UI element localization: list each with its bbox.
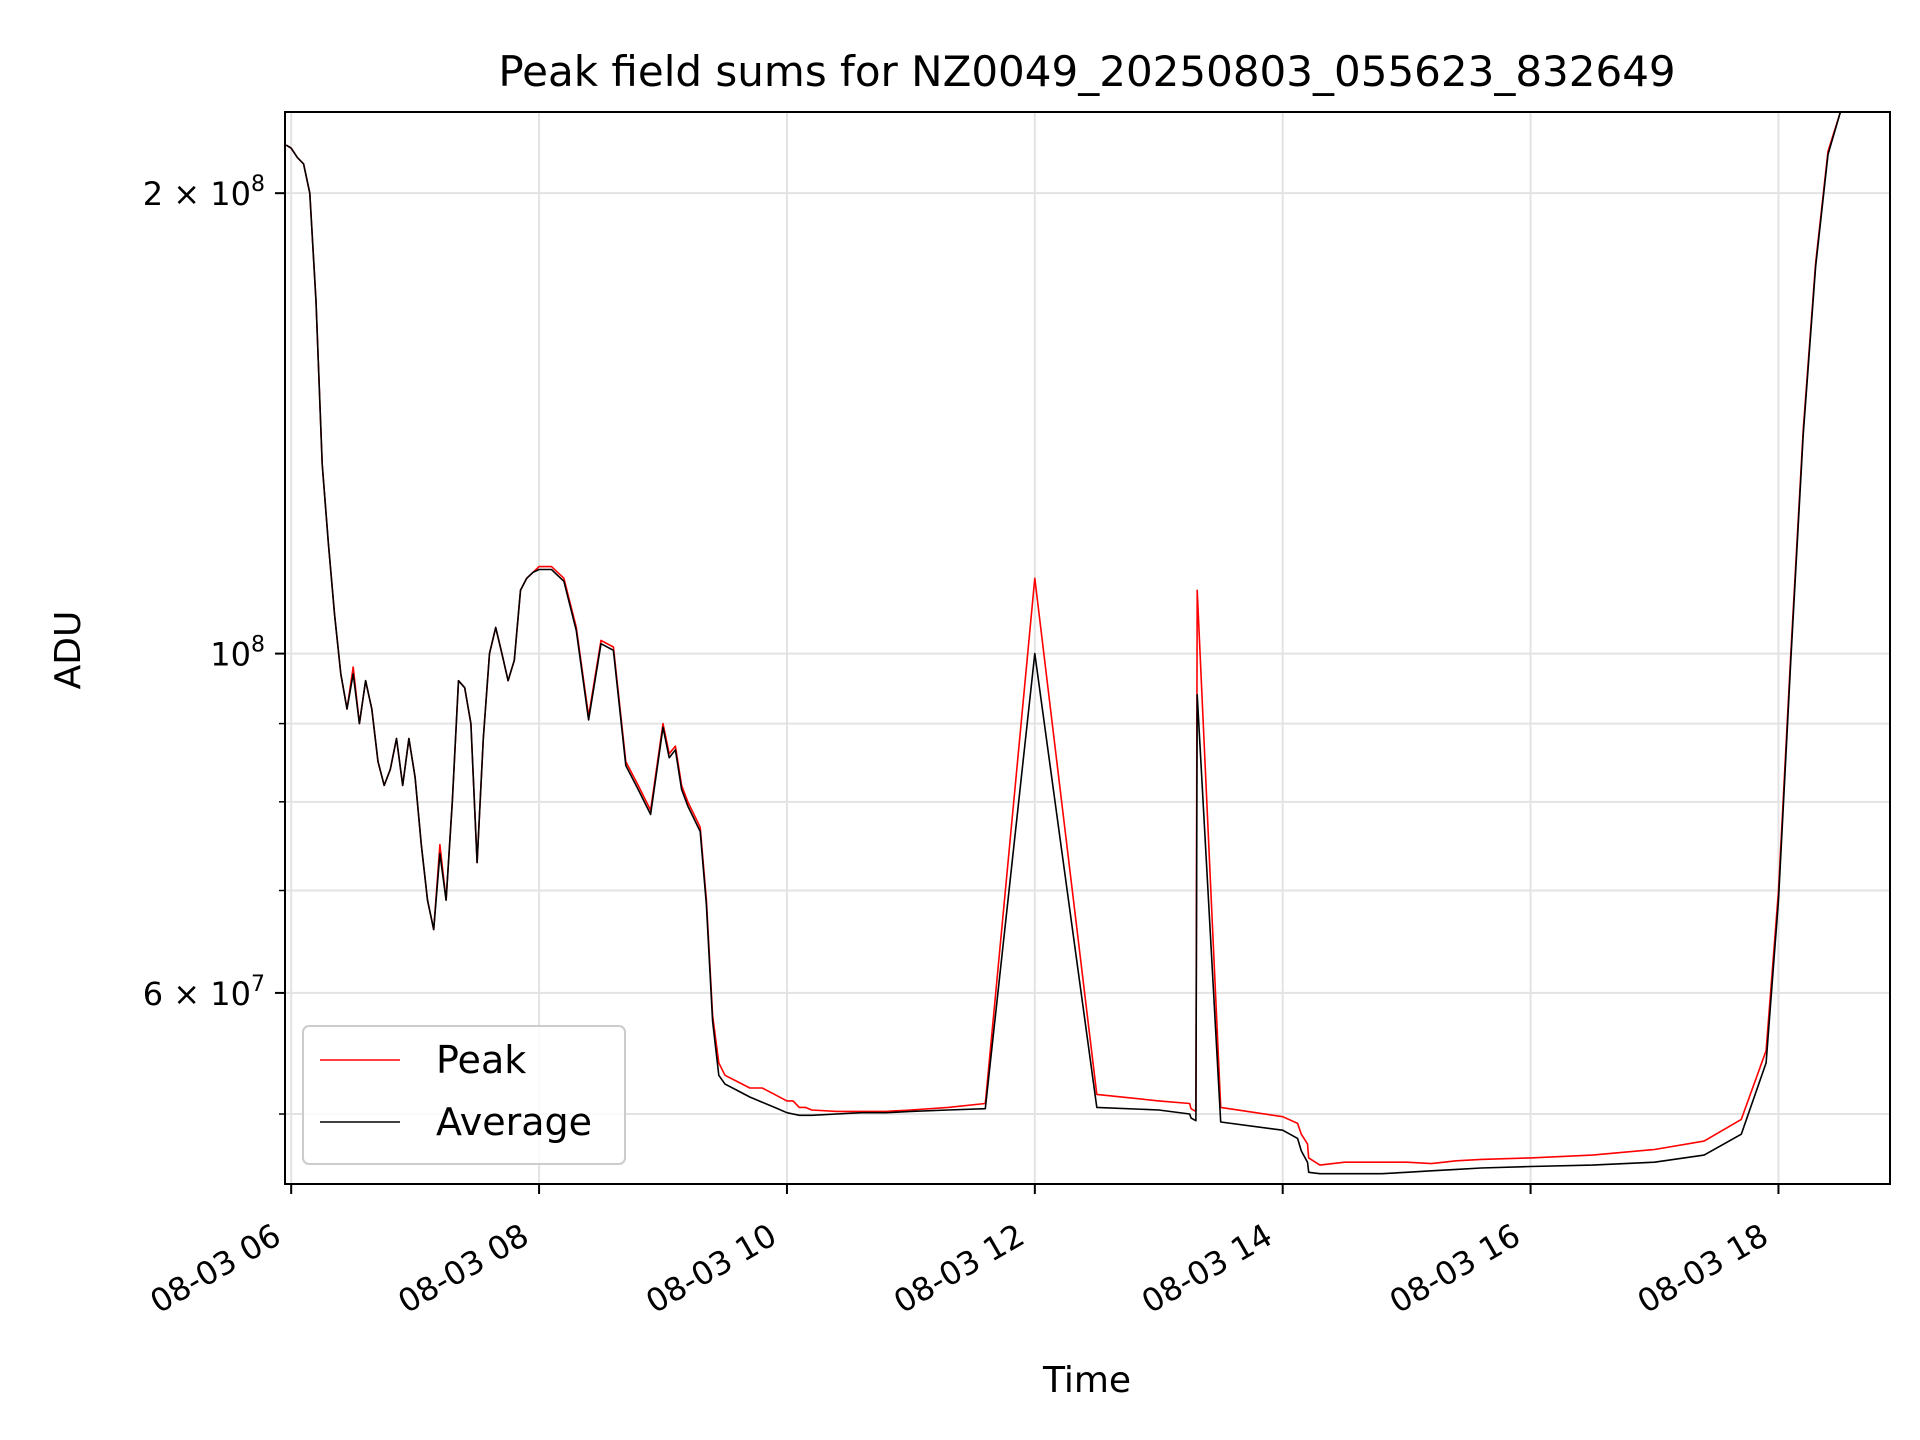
y-tick-label: 108 [210, 633, 265, 674]
y-tick-label-base: 10 [210, 636, 251, 674]
series-layer [285, 111, 1890, 1175]
y-tick-label-exponent: 7 [251, 972, 265, 997]
series-line-average [285, 111, 1890, 1175]
y-tick-label: 2 × 108 [143, 172, 265, 213]
y-tick-label-exponent: 8 [251, 172, 265, 197]
y-tick-label-base: 6 × 10 [143, 975, 251, 1013]
x-axis-label: Time [1042, 1360, 1131, 1401]
legend-average-label: Average [436, 1100, 592, 1144]
legend-peak-label: Peak [436, 1038, 526, 1082]
chart-title: Peak field sums for NZ0049_20250803_0556… [498, 47, 1675, 96]
legend: Peak Average [302, 1025, 626, 1165]
y-axis-label: ADU [48, 611, 89, 690]
y-tick-label-exponent: 8 [251, 633, 265, 658]
y-tick-label-base: 2 × 10 [143, 175, 251, 213]
y-tick-label: 6 × 107 [143, 972, 265, 1013]
grid [285, 112, 1890, 1184]
plot-frame [284, 111, 1891, 1185]
